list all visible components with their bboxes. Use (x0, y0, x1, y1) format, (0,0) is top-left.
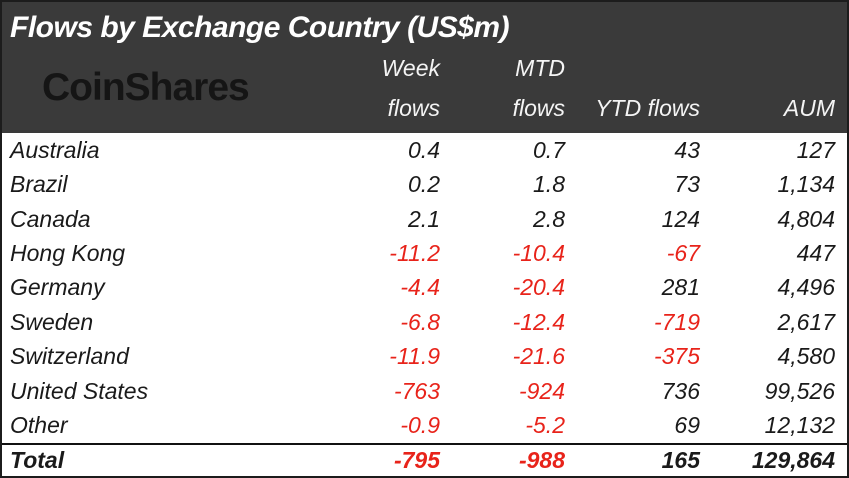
aum-cell: 127 (796, 136, 835, 163)
ytd-flows-cell: -67 (666, 240, 700, 267)
mtd-flows-cell: 0.7 (533, 136, 565, 163)
column-header-line: MTD (515, 55, 565, 81)
ytd-flows-cell: 736 (661, 377, 700, 404)
ytd-flows-cell: -375 (653, 343, 700, 370)
country-cell: Germany (10, 274, 105, 301)
country-cell: Brazil (10, 171, 68, 198)
table-row: Hong Kong -11.2 -10.4 -67 447 (2, 236, 847, 270)
country-cell: Other (10, 412, 68, 439)
table-header: Flows by Exchange Country (US$m) CoinSha… (2, 2, 847, 133)
country-cell: Sweden (10, 308, 94, 335)
week-flows-cell: 0.4 (408, 136, 440, 163)
mtd-flows-cell: -924 (518, 377, 565, 404)
ytd-flows-cell: 69 (674, 412, 700, 439)
country-cell: Hong Kong (10, 240, 126, 267)
week-flows-cell: -4.4 (400, 274, 440, 301)
aum-cell: 4,496 (777, 274, 835, 301)
column-header-row: CoinShares Week flows MTD flows YTD flow… (2, 48, 847, 133)
total-aum-cell: 129,864 (751, 446, 835, 473)
mtd-flows-cell: -12.4 (512, 308, 565, 335)
column-header-mtd-flows: MTD flows (440, 48, 565, 128)
total-ytd-flows-cell: 165 (661, 446, 700, 473)
table-row: Australia 0.4 0.7 43 127 (2, 133, 847, 167)
mtd-flows-cell: -21.6 (512, 343, 565, 370)
ytd-flows-cell: 281 (661, 274, 700, 301)
aum-cell: 447 (796, 240, 835, 267)
week-flows-cell: -0.9 (400, 412, 440, 439)
column-header-line: YTD flows (595, 95, 700, 121)
country-cell: Australia (10, 136, 100, 163)
week-flows-cell: 2.1 (408, 205, 440, 232)
aum-cell: 99,526 (764, 377, 835, 404)
column-header-aum: AUM (700, 48, 847, 128)
table-row: United States -763 -924 736 99,526 (2, 374, 847, 408)
ytd-flows-cell: 43 (674, 136, 700, 163)
column-header-line: Week (381, 55, 440, 81)
ytd-flows-cell: 124 (661, 205, 700, 232)
column-header-week-flows: Week flows (320, 48, 440, 128)
table-row: Germany -4.4 -20.4 281 4,496 (2, 271, 847, 305)
logo-cell: CoinShares (2, 48, 320, 128)
country-cell: Canada (10, 205, 91, 232)
mtd-flows-cell: 2.8 (533, 205, 565, 232)
total-row: Total -795 -988 165 129,864 (2, 442, 847, 476)
column-header-line: flows (512, 95, 565, 121)
table-body: Australia 0.4 0.7 43 127 Brazil 0.2 1.8 … (2, 133, 847, 476)
week-flows-cell: -11.9 (389, 343, 440, 370)
column-header-line: AUM (783, 95, 835, 121)
country-cell: Switzerland (10, 343, 129, 370)
week-flows-cell: -763 (393, 377, 440, 404)
table-row: Sweden -6.8 -12.4 -719 2,617 (2, 305, 847, 339)
week-flows-cell: -11.2 (389, 240, 440, 267)
mtd-flows-cell: -20.4 (512, 274, 565, 301)
total-week-flows-cell: -795 (393, 446, 440, 473)
ytd-flows-cell: 73 (674, 171, 700, 198)
mtd-flows-cell: -5.2 (525, 412, 565, 439)
title-bar: Flows by Exchange Country (US$m) (2, 2, 847, 48)
mtd-flows-cell: 1.8 (533, 171, 565, 198)
table-row: Brazil 0.2 1.8 73 1,134 (2, 167, 847, 201)
page-title: Flows by Exchange Country (US$m) (10, 11, 510, 44)
aum-cell: 4,580 (777, 343, 835, 370)
table-row: Other -0.9 -5.2 69 12,132 (2, 409, 847, 443)
country-cell: United States (10, 377, 149, 404)
total-mtd-flows-cell: -988 (518, 446, 565, 473)
week-flows-cell: -6.8 (400, 308, 440, 335)
table-row: Canada 2.1 2.8 124 4,804 (2, 202, 847, 236)
coinshares-logo: CoinShares (42, 66, 250, 109)
mtd-flows-cell: -10.4 (512, 240, 565, 267)
aum-cell: 2,617 (777, 308, 835, 335)
column-header-ytd-flows: YTD flows (565, 48, 700, 128)
aum-cell: 1,134 (777, 171, 835, 198)
column-header-line: flows (387, 95, 440, 121)
aum-cell: 4,804 (777, 205, 835, 232)
table-row: Switzerland -11.9 -21.6 -375 4,580 (2, 340, 847, 374)
total-label: Total (10, 446, 65, 473)
ytd-flows-cell: -719 (653, 308, 700, 335)
aum-cell: 12,132 (764, 412, 835, 439)
week-flows-cell: 0.2 (408, 171, 440, 198)
